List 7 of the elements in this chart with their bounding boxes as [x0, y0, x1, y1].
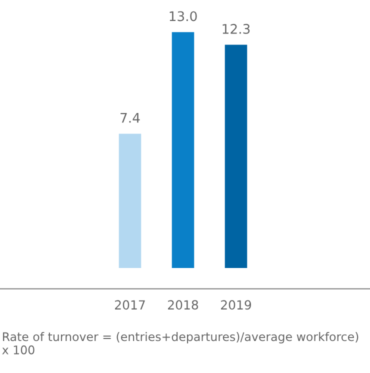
- data-label: 12.3: [222, 24, 250, 34]
- data-label: 7.4: [120, 113, 140, 123]
- x-tick-label: 2018: [168, 300, 198, 310]
- text: Rate of turnover = (entries+departures)/average workforce) x 100: [2, 332, 358, 354]
- x-tick-label: 2019: [221, 300, 252, 310]
- x-tick-label: 2017: [115, 300, 145, 310]
- data-label: 13.0: [170, 11, 197, 22]
